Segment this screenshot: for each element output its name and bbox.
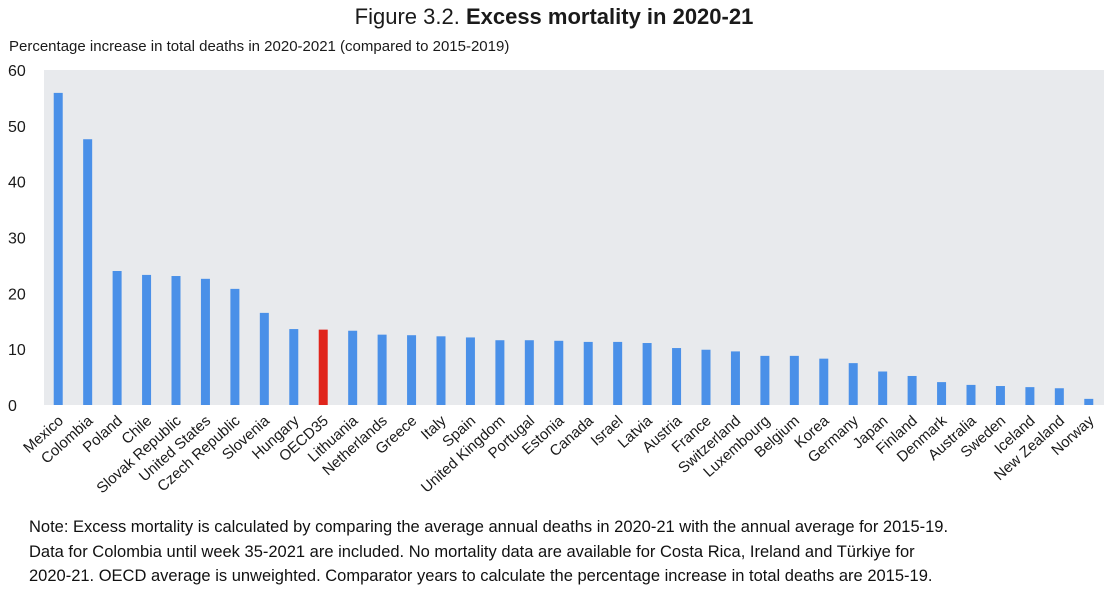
bar-lithuania [348,330,358,405]
y-tick-label: 10 [8,342,26,359]
bars-group [53,92,1094,406]
y-axis: 0 10 20 30 40 50 60 [8,63,26,415]
bar-australia [966,384,976,405]
bar-japan [878,371,888,405]
bar-canada [583,341,593,405]
y-tick-label: 0 [8,398,17,415]
plot-area [44,70,1104,405]
bar-chile [142,274,152,405]
y-tick-label: 60 [8,63,26,80]
bar-hungary [289,329,299,405]
bar-norway [1084,398,1094,405]
figure-title: Figure 3.2. Excess mortality in 2020-21 [0,4,1108,30]
bar-germany [848,363,858,406]
bar-italy [436,336,446,405]
bar-estonia [554,340,564,405]
note-line-1: Note: Excess mortality is calculated by … [29,518,949,536]
bar-finland [907,375,917,405]
bar-slovenia [259,312,269,406]
bar-slovak-republic [171,276,181,405]
bar-united-states [200,278,210,405]
y-tick-label: 20 [8,286,26,303]
bar-mexico [53,92,63,405]
bar-united-kingdom [495,340,505,405]
bar-spain [465,337,475,405]
bar-poland [112,271,122,405]
bar-oecd35 [318,329,328,406]
bar-chart: Percentage increase in total deaths in 2… [8,38,1104,497]
bar-latvia [642,343,652,405]
bar-france [701,349,711,405]
bar-netherlands [377,334,387,405]
bar-luxembourg [760,355,770,405]
bar-switzerland [730,351,740,405]
bar-sweden [995,386,1005,405]
bar-greece [407,335,417,405]
bar-israel [613,341,623,405]
bar-austria [672,348,682,405]
bar-czech-republic [230,288,240,405]
note-line-3: 2020-21. OECD average is unweighted. Com… [29,567,933,585]
y-axis-label: Percentage increase in total deaths in 2… [9,38,509,55]
y-tick-label: 40 [8,175,26,192]
bar-denmark [937,382,947,405]
bar-iceland [1025,387,1035,405]
figure-number: Figure 3.2. [354,4,466,29]
bar-korea [819,358,829,405]
note-line-2: Data for Colombia until week 35-2021 are… [29,542,915,561]
bar-portugal [524,340,534,405]
y-tick-label: 30 [8,231,26,248]
bar-colombia [83,139,93,406]
y-tick-label: 50 [8,119,26,136]
bar-new-zealand [1054,388,1064,405]
bar-belgium [789,355,799,405]
note: Note: Excess mortality is calculated by … [29,515,1089,589]
figure-title-text: Excess mortality in 2020-21 [465,4,754,29]
